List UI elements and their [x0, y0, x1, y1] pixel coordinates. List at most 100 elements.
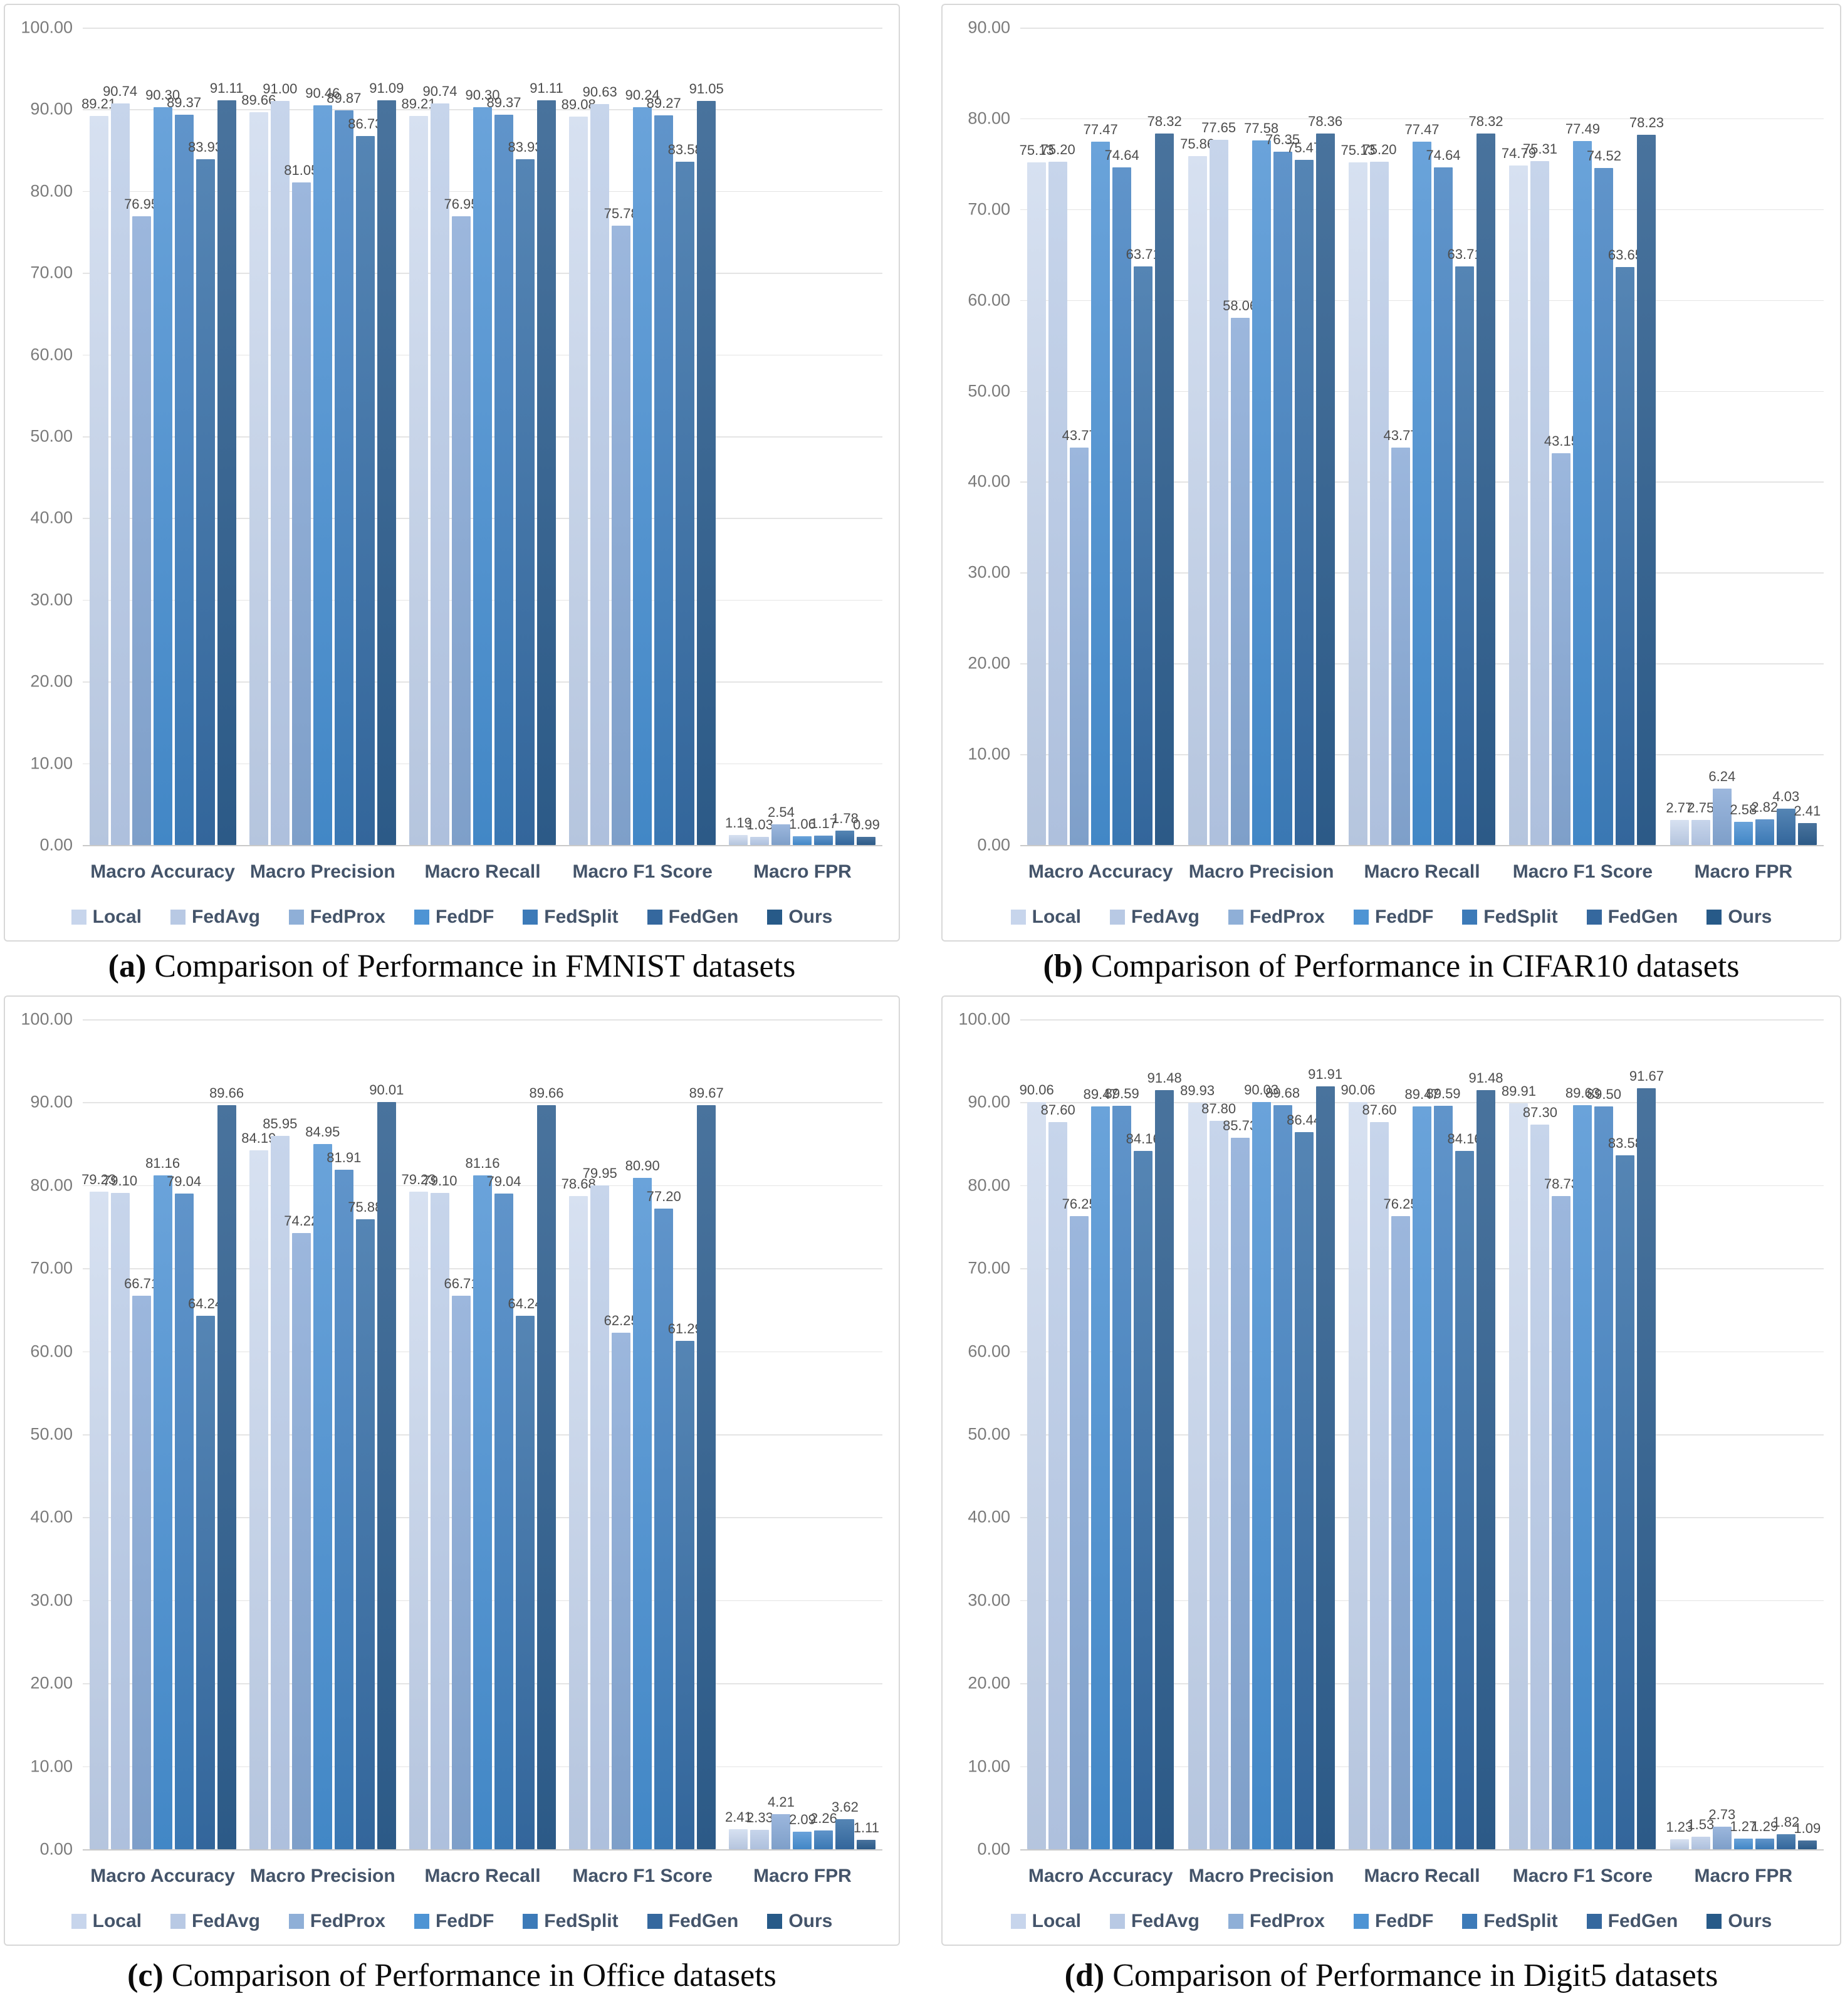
y-axis-tick-label: 50.00: [30, 426, 73, 446]
bar-fedsplit: 89.59: [1105, 1086, 1139, 1849]
bar-value-label: 89.47: [1404, 1086, 1440, 1103]
bar-value-label: 63.65: [1607, 246, 1643, 263]
y-axis-tick-label: 50.00: [968, 1424, 1010, 1444]
bar-value-label: 66.71: [124, 1275, 159, 1291]
bar-fedsplit: 79.04: [167, 1173, 201, 1849]
bar-group-macro-accuracy: 79.23 79.10 66.71 81.16 79.04 64.24 89.66: [81, 1019, 244, 1849]
legend-item-fedgen: FedGen: [1586, 1911, 1678, 1932]
bar-value-label: 84.95: [305, 1124, 340, 1140]
bar-value-label: 77.49: [1565, 121, 1600, 137]
bar-value-label: 90.30: [145, 87, 180, 103]
bar-value-label: 89.21: [401, 95, 436, 112]
legend-item-local: Local: [1010, 1911, 1081, 1932]
bar-feddf: 90.24: [625, 87, 660, 845]
y-axis-tick-label: 80.00: [30, 181, 73, 201]
bar-ours: 91.09: [369, 80, 404, 845]
gridline: [1020, 118, 1824, 120]
y-axis-tick-label: 60.00: [968, 1341, 1010, 1361]
bar-value-label: 43.77: [1383, 427, 1418, 443]
bar-value-label: 75.13: [1019, 142, 1054, 159]
bar-group-macro-recall: 75.13 75.20 43.77 77.47 74.64 63.71 78.32: [1341, 28, 1503, 845]
bar-local: 75.86: [1180, 136, 1215, 845]
bar-value-label: 75.20: [1362, 142, 1397, 158]
y-axis-tick-label: 80.00: [968, 108, 1010, 128]
bar-fedavg: 90.74: [103, 83, 137, 845]
bar-value-label: 75.88: [348, 1199, 383, 1215]
legend-item-fedgen: FedGen: [1586, 906, 1678, 928]
bar-ours: 90.01: [369, 1082, 404, 1849]
category-label-macro-accuracy: Macro Accuracy: [90, 1866, 235, 1886]
bar-value-label: 89.91: [1501, 1083, 1536, 1099]
bar-value-label: 1.19: [724, 815, 752, 831]
bar-value-label: 90.03: [1244, 1082, 1279, 1098]
bar-ours: 91.67: [1629, 1068, 1664, 1849]
caption-cifar10: (b) Comparison of Performance in CIFAR10…: [1043, 948, 1740, 984]
bar-ours: 78.23: [1629, 115, 1664, 845]
gridline: [1020, 1019, 1824, 1021]
bar-fedgen: 83.58: [668, 142, 703, 845]
bar-feddf: 77.47: [1404, 122, 1440, 845]
bar-value-label: 78.23: [1629, 114, 1664, 130]
gridline: [83, 28, 882, 29]
bar-value-label: 2.73: [1708, 1806, 1736, 1822]
legend-swatch-icon: [1353, 1914, 1369, 1929]
bar-value-label: 91.05: [689, 80, 724, 97]
bar-fedgen: 83.58: [1608, 1135, 1643, 1849]
bar-feddf: 84.95: [305, 1124, 340, 1849]
bar-value-label: 74.64: [1426, 147, 1461, 163]
bar-value-label: 78.32: [1147, 113, 1182, 130]
legend-swatch-icon: [71, 910, 86, 925]
legend-label: FedDF: [1374, 1911, 1434, 1931]
legend-label: FedGen: [668, 1911, 739, 1931]
bar-fedsplit: 74.64: [1426, 147, 1461, 845]
legend-label: FedSplit: [544, 1911, 619, 1931]
y-axis-tick-label: 30.00: [968, 562, 1010, 582]
bar-value-label: 4.03: [1772, 788, 1800, 804]
bar-value-label: 74.64: [1104, 147, 1139, 163]
chart-legend: Local FedAvg FedProx FedDF FedSplit FedGen Our…: [943, 1911, 1840, 1932]
bar-value-label: 91.11: [530, 80, 563, 96]
caption-letter: a: [119, 948, 135, 984]
bar-value-label: 84.16: [1126, 1130, 1161, 1147]
bar-fedavg: 90.63: [583, 84, 617, 845]
bar-fedprox: 66.71: [444, 1276, 479, 1849]
bar-feddf: 89.47: [1404, 1086, 1440, 1849]
bar-fedprox: 58.06: [1223, 298, 1257, 845]
bar-fedprox: 78.73: [1544, 1176, 1579, 1849]
y-axis-tick-label: 10.00: [30, 1756, 73, 1776]
bar-fedprox: 85.73: [1223, 1118, 1257, 1849]
bar-value-label: 89.93: [1180, 1083, 1215, 1099]
legend-swatch-icon: [288, 910, 304, 925]
bar-fedavg: 79.10: [103, 1173, 137, 1849]
bar-value-label: 75.78: [604, 205, 639, 221]
bar-value-label: 81.16: [145, 1155, 180, 1172]
bar-value-label: 76.25: [1062, 1196, 1097, 1212]
bar-value-label: 2.82: [1751, 799, 1779, 816]
bar-feddf: 77.49: [1565, 121, 1600, 845]
legend-item-ours: Ours: [767, 1911, 832, 1932]
bar-ours: 0.99: [853, 817, 880, 845]
y-axis-tick-label: 20.00: [30, 1673, 73, 1693]
bar-group-macro-fpr: 2.41 2.33 4.21 2.09 2.26 3.62 1.11: [723, 1019, 882, 1849]
bar-value-label: 83.58: [667, 142, 703, 158]
category-label-macro-precision: Macro Precision: [249, 1866, 395, 1886]
legend-item-fedprox: FedProx: [288, 1911, 385, 1932]
y-axis-tick-label: 90.00: [30, 1092, 73, 1111]
legend-label: FedGen: [1607, 906, 1678, 927]
bar-value-label: 77.47: [1404, 121, 1440, 137]
bar-value-label: 90.30: [465, 87, 500, 103]
bar-fedprox: 74.22: [284, 1213, 318, 1849]
bar-fedavg: 87.60: [1041, 1102, 1075, 1849]
bar-fedprox: 4.21: [768, 1794, 795, 1849]
bar-value-label: 1.06: [788, 816, 816, 832]
bar-fedprox: 2.73: [1708, 1807, 1735, 1849]
bar-value-label: 89.21: [81, 95, 117, 112]
bar-value-label: 79.23: [401, 1172, 436, 1187]
bar-fedsplit: 81.91: [327, 1150, 361, 1849]
bar-groups: 75.13 75.20 43.77 77.47 74.64 63.71 78.32 75.86…: [1020, 28, 1824, 845]
bar-value-label: 2.54: [767, 804, 795, 820]
category-label-macro-recall: Macro Recall: [424, 861, 541, 882]
bar-group-macro-precision: 75.86 77.65 58.06 77.58 76.35 75.47 78.36: [1180, 28, 1342, 845]
legend-label: Local: [92, 906, 142, 927]
bar-value-label: 79.95: [582, 1165, 617, 1182]
